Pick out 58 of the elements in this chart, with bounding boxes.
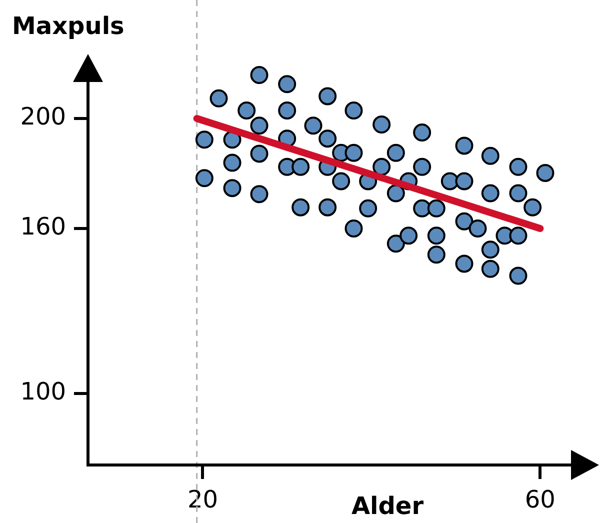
point — [524, 198, 542, 216]
point — [278, 102, 296, 120]
point — [427, 226, 446, 245]
point — [455, 136, 474, 155]
point — [292, 198, 310, 216]
point — [223, 154, 242, 172]
point — [455, 254, 474, 273]
point — [318, 130, 337, 148]
point — [223, 179, 242, 198]
point — [536, 164, 554, 182]
x-axis-title: Alder — [351, 492, 424, 520]
point — [455, 212, 474, 230]
point — [344, 220, 363, 238]
point — [250, 185, 268, 204]
point — [250, 116, 268, 135]
point — [509, 226, 528, 245]
point — [210, 89, 228, 108]
point — [318, 87, 337, 106]
point — [413, 158, 432, 176]
point — [359, 199, 378, 218]
point — [455, 172, 474, 190]
point — [440, 172, 459, 190]
point — [400, 226, 418, 245]
point — [386, 144, 405, 162]
point — [468, 220, 487, 238]
point — [195, 130, 214, 149]
y-tick-label: 200 — [20, 102, 66, 131]
point — [278, 75, 296, 94]
point — [481, 240, 500, 259]
point — [250, 144, 268, 163]
point — [509, 266, 528, 285]
point — [304, 116, 322, 135]
point — [195, 169, 214, 188]
point — [372, 116, 391, 134]
y-axis-title: Maxpuls — [12, 12, 124, 40]
point — [238, 102, 256, 120]
point — [481, 146, 500, 165]
x-tick-label: 60 — [524, 486, 556, 514]
point — [413, 124, 432, 142]
point — [481, 260, 500, 278]
point — [292, 158, 310, 176]
point — [386, 184, 405, 202]
point — [509, 184, 528, 202]
point — [413, 199, 432, 218]
point — [427, 199, 446, 218]
point — [509, 158, 528, 176]
point — [481, 184, 500, 202]
point — [318, 198, 337, 216]
point — [344, 102, 363, 120]
point — [386, 234, 405, 253]
point — [250, 66, 268, 84]
point — [332, 172, 350, 190]
x-tick-label: 20 — [187, 486, 218, 514]
point — [344, 144, 363, 162]
point — [427, 246, 446, 264]
point — [372, 158, 391, 176]
y-tick-label: 160 — [20, 212, 66, 241]
y-tick-label: 100 — [20, 378, 66, 406]
